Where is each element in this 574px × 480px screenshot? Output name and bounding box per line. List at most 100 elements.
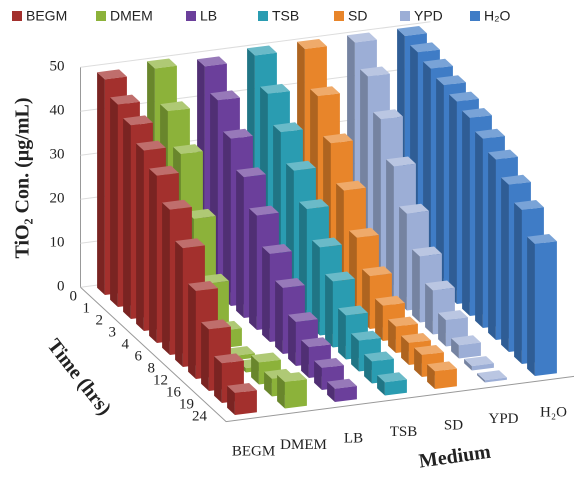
bar-top — [410, 42, 440, 53]
bar-side — [249, 208, 257, 330]
x-tick-label: 2 — [96, 313, 104, 329]
bar-top — [297, 39, 327, 49]
bar-side — [388, 319, 396, 353]
legend-swatch — [12, 11, 22, 21]
x-axis-title: Time (hrs) — [43, 335, 116, 420]
bar-side — [475, 131, 483, 328]
bar-group — [227, 383, 257, 415]
bar-top — [449, 91, 479, 102]
bar-side — [251, 355, 259, 385]
z-tick-label: BEGM — [232, 443, 275, 459]
bar-top — [97, 69, 127, 80]
bar-side — [527, 236, 535, 376]
bar-side — [325, 274, 333, 348]
bar-top — [414, 345, 444, 355]
bar — [534, 241, 557, 376]
bar-top — [162, 199, 192, 210]
bar-top — [375, 295, 405, 306]
bar-top — [388, 316, 418, 327]
bar-top — [475, 128, 505, 139]
bar-side — [264, 371, 272, 397]
bar-top — [299, 199, 329, 210]
y-tick-label: 10 — [50, 235, 65, 251]
bar-side — [338, 308, 346, 360]
bar-top — [412, 246, 442, 257]
bar-top — [347, 32, 377, 43]
legend-label: YPD — [414, 8, 443, 24]
bar-top — [401, 333, 431, 343]
bar-top — [351, 330, 381, 341]
bar-top — [464, 356, 494, 367]
bar — [484, 377, 507, 383]
bar-top — [149, 165, 179, 176]
x-tick-label: 3 — [109, 325, 117, 341]
bar-side — [436, 78, 444, 292]
bar-top — [223, 128, 253, 139]
bar-top — [288, 312, 318, 322]
bar-top — [327, 378, 357, 389]
bar-side — [412, 249, 420, 323]
x-tick-label: 6 — [135, 349, 143, 365]
bar-top — [236, 167, 266, 178]
bar-top — [225, 346, 255, 357]
bar-top — [123, 115, 153, 126]
z-tick-label: DMEM — [280, 437, 327, 453]
bar-top — [377, 372, 407, 383]
legend-label: TSB — [272, 8, 299, 24]
bar-side — [477, 373, 485, 383]
bar-top — [301, 337, 331, 348]
bar-side — [136, 143, 144, 331]
bar-top — [249, 205, 279, 216]
bar-side — [223, 131, 231, 306]
x-tick-label: 0 — [70, 289, 78, 305]
x-tick-label: 8 — [148, 361, 156, 377]
bar — [471, 363, 494, 371]
bar-side — [162, 202, 170, 355]
bar-top — [364, 351, 394, 362]
bar-side — [386, 159, 394, 299]
bar-top — [260, 83, 290, 94]
bar-side — [438, 312, 446, 347]
bar-side — [514, 202, 522, 364]
bar-top — [173, 144, 203, 155]
bar-side — [399, 206, 407, 311]
bar-side — [149, 168, 157, 343]
bar-top — [423, 58, 453, 69]
bar-side — [188, 283, 196, 379]
y-tick-label: 20 — [50, 191, 65, 207]
y-tick-label: 40 — [50, 103, 65, 119]
bar-side — [262, 246, 270, 342]
x-tick-label: 4 — [122, 337, 130, 353]
bar-side — [401, 335, 409, 365]
z-tick-label: TSB — [390, 424, 418, 440]
bar-top — [312, 237, 342, 248]
bar-top — [262, 244, 292, 254]
bar-side — [425, 283, 433, 335]
bar-side — [488, 152, 496, 340]
x-tick-label: 16 — [166, 385, 182, 401]
bar-side — [351, 333, 359, 372]
bar-top — [186, 208, 216, 219]
bar-top — [399, 203, 429, 214]
bar-top — [527, 234, 557, 244]
y-axis-title: TiO₂ Con. (µg/mL) — [12, 97, 34, 258]
legend-swatch — [186, 11, 196, 21]
x-tick-label: 19 — [179, 397, 194, 413]
legend-label: DMEM — [110, 8, 153, 24]
bar-top — [514, 200, 544, 210]
y-tick-label: 0 — [57, 279, 65, 295]
bar-side — [462, 110, 470, 316]
bar-side — [175, 241, 183, 367]
x-tick-label: 12 — [153, 373, 168, 389]
bar-top — [160, 101, 190, 112]
bar-group — [451, 335, 481, 359]
legend-swatch — [96, 11, 106, 21]
bar-side — [201, 322, 209, 391]
bar-top — [314, 358, 344, 368]
bar-group — [477, 370, 507, 383]
bar-top — [386, 156, 416, 167]
bar-top — [175, 238, 205, 249]
bar-top — [349, 227, 379, 238]
bar-top — [425, 280, 455, 291]
